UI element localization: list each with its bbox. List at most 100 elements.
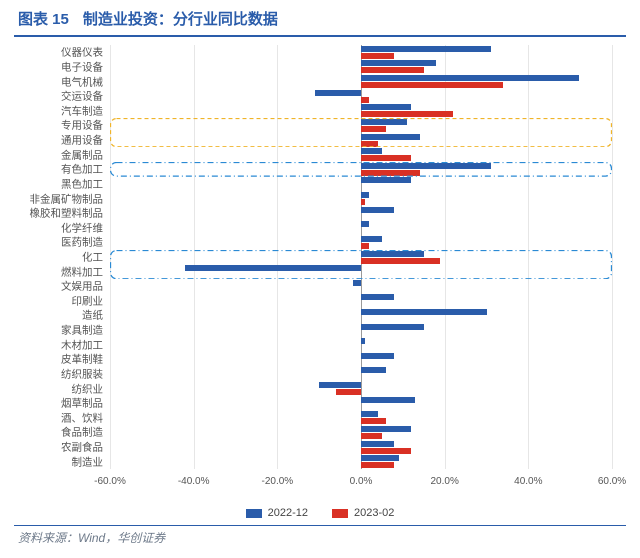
bar-s2022_12 (361, 294, 394, 300)
bar-s2023_02 (361, 418, 386, 424)
gridline (110, 45, 111, 469)
category-label: 制造业 (14, 454, 106, 469)
legend-label-2023-02: 2023-02 (354, 507, 394, 519)
bar-s2022_12 (361, 441, 394, 447)
legend-swatch-2022-12 (246, 509, 262, 518)
bar-s2023_02 (361, 243, 369, 249)
bar-s2022_12 (353, 280, 361, 286)
bar-s2022_12 (361, 104, 411, 110)
bar-s2022_12 (361, 338, 365, 344)
bar-s2022_12 (361, 353, 394, 359)
category-label: 纺织服装 (14, 366, 106, 381)
bottom-rule (14, 525, 626, 526)
category-label: 医药制造 (14, 235, 106, 250)
x-tick-label: -60.0% (94, 476, 126, 487)
gridline (445, 45, 446, 469)
bar-s2022_12 (361, 148, 382, 154)
bar-s2022_12 (361, 324, 424, 330)
legend-item-2022-12: 2022-12 (246, 507, 308, 519)
bar-s2023_02 (361, 126, 386, 132)
x-tick-label: 20.0% (430, 476, 458, 487)
bar-s2023_02 (361, 97, 369, 103)
category-label: 通用设备 (14, 133, 106, 148)
x-tick-label: -40.0% (178, 476, 210, 487)
bar-s2023_02 (361, 448, 411, 454)
category-label: 酒、饮料 (14, 410, 106, 425)
legend-label-2022-12: 2022-12 (268, 507, 308, 519)
bar-s2023_02 (361, 258, 440, 264)
category-label: 仪器仪表 (14, 45, 106, 60)
bar-s2022_12 (185, 265, 361, 271)
category-label: 纺织业 (14, 381, 106, 396)
figure-header: 图表 15 制造业投资：分行业同比数据 (0, 0, 640, 35)
category-label: 造纸 (14, 308, 106, 323)
bar-s2023_02 (361, 82, 503, 88)
category-label: 印刷业 (14, 293, 106, 308)
bar-s2023_02 (361, 462, 394, 468)
gridline (194, 45, 195, 469)
source-line: 资料来源：Wind，华创证券 (0, 529, 640, 552)
category-label: 非金属矿物制品 (14, 191, 106, 206)
bar-s2022_12 (361, 207, 394, 213)
top-rule (14, 35, 626, 37)
category-label: 家具制造 (14, 323, 106, 338)
category-label: 专用设备 (14, 118, 106, 133)
bar-s2023_02 (361, 111, 453, 117)
gridline (528, 45, 529, 469)
bar-s2022_12 (361, 134, 420, 140)
bar-s2022_12 (361, 397, 415, 403)
category-label: 化学纤维 (14, 220, 106, 235)
bar-s2022_12 (361, 411, 378, 417)
legend-item-2023-02: 2023-02 (332, 507, 394, 519)
plot-area: -60.0%-40.0%-20.0%0.0%20.0%40.0%60.0% (110, 45, 612, 469)
bar-s2023_02 (336, 389, 361, 395)
bar-s2022_12 (361, 367, 386, 373)
bar-s2023_02 (361, 53, 394, 59)
category-label: 橡胶和塑料制品 (14, 206, 106, 221)
bar-s2022_12 (361, 426, 411, 432)
category-label: 燃料加工 (14, 264, 106, 279)
category-label: 汽车制造 (14, 103, 106, 118)
category-label: 黑色加工 (14, 176, 106, 191)
bar-s2022_12 (361, 251, 424, 257)
bar-s2023_02 (361, 141, 378, 147)
category-label: 皮革制鞋 (14, 352, 106, 367)
legend: 2022-12 2023-02 (14, 507, 626, 519)
category-label: 文娱用品 (14, 279, 106, 294)
bar-s2022_12 (361, 75, 579, 81)
bar-s2022_12 (319, 382, 361, 388)
bar-s2022_12 (361, 119, 407, 125)
bar-s2022_12 (361, 60, 436, 66)
bar-s2022_12 (361, 309, 487, 315)
bar-s2023_02 (361, 170, 420, 176)
figure-title: 制造业投资：分行业同比数据 (83, 8, 278, 29)
x-tick-label: -20.0% (261, 476, 293, 487)
bar-s2023_02 (361, 199, 365, 205)
x-tick-label: 60.0% (598, 476, 626, 487)
bar-s2023_02 (361, 155, 411, 161)
gridline (277, 45, 278, 469)
category-label: 电气机械 (14, 74, 106, 89)
bar-s2022_12 (361, 192, 369, 198)
category-label: 食品制造 (14, 425, 106, 440)
gridline (612, 45, 613, 469)
bar-s2023_02 (361, 67, 424, 73)
bar-s2022_12 (361, 221, 369, 227)
category-label: 金属制品 (14, 147, 106, 162)
chart-container: -60.0%-40.0%-20.0%0.0%20.0%40.0%60.0% 20… (14, 39, 626, 523)
category-label: 农副食品 (14, 440, 106, 455)
figure-index: 图表 15 (18, 8, 69, 29)
bar-s2022_12 (361, 163, 491, 169)
bar-s2022_12 (361, 46, 491, 52)
bar-s2023_02 (361, 433, 382, 439)
category-label: 电子设备 (14, 59, 106, 74)
bar-s2022_12 (361, 236, 382, 242)
category-label: 化工 (14, 250, 106, 265)
x-tick-label: 0.0% (350, 476, 373, 487)
category-label: 木材加工 (14, 337, 106, 352)
category-label: 烟草制品 (14, 396, 106, 411)
x-tick-label: 40.0% (514, 476, 542, 487)
category-label: 交运设备 (14, 89, 106, 104)
category-label: 有色加工 (14, 162, 106, 177)
legend-swatch-2023-02 (332, 509, 348, 518)
